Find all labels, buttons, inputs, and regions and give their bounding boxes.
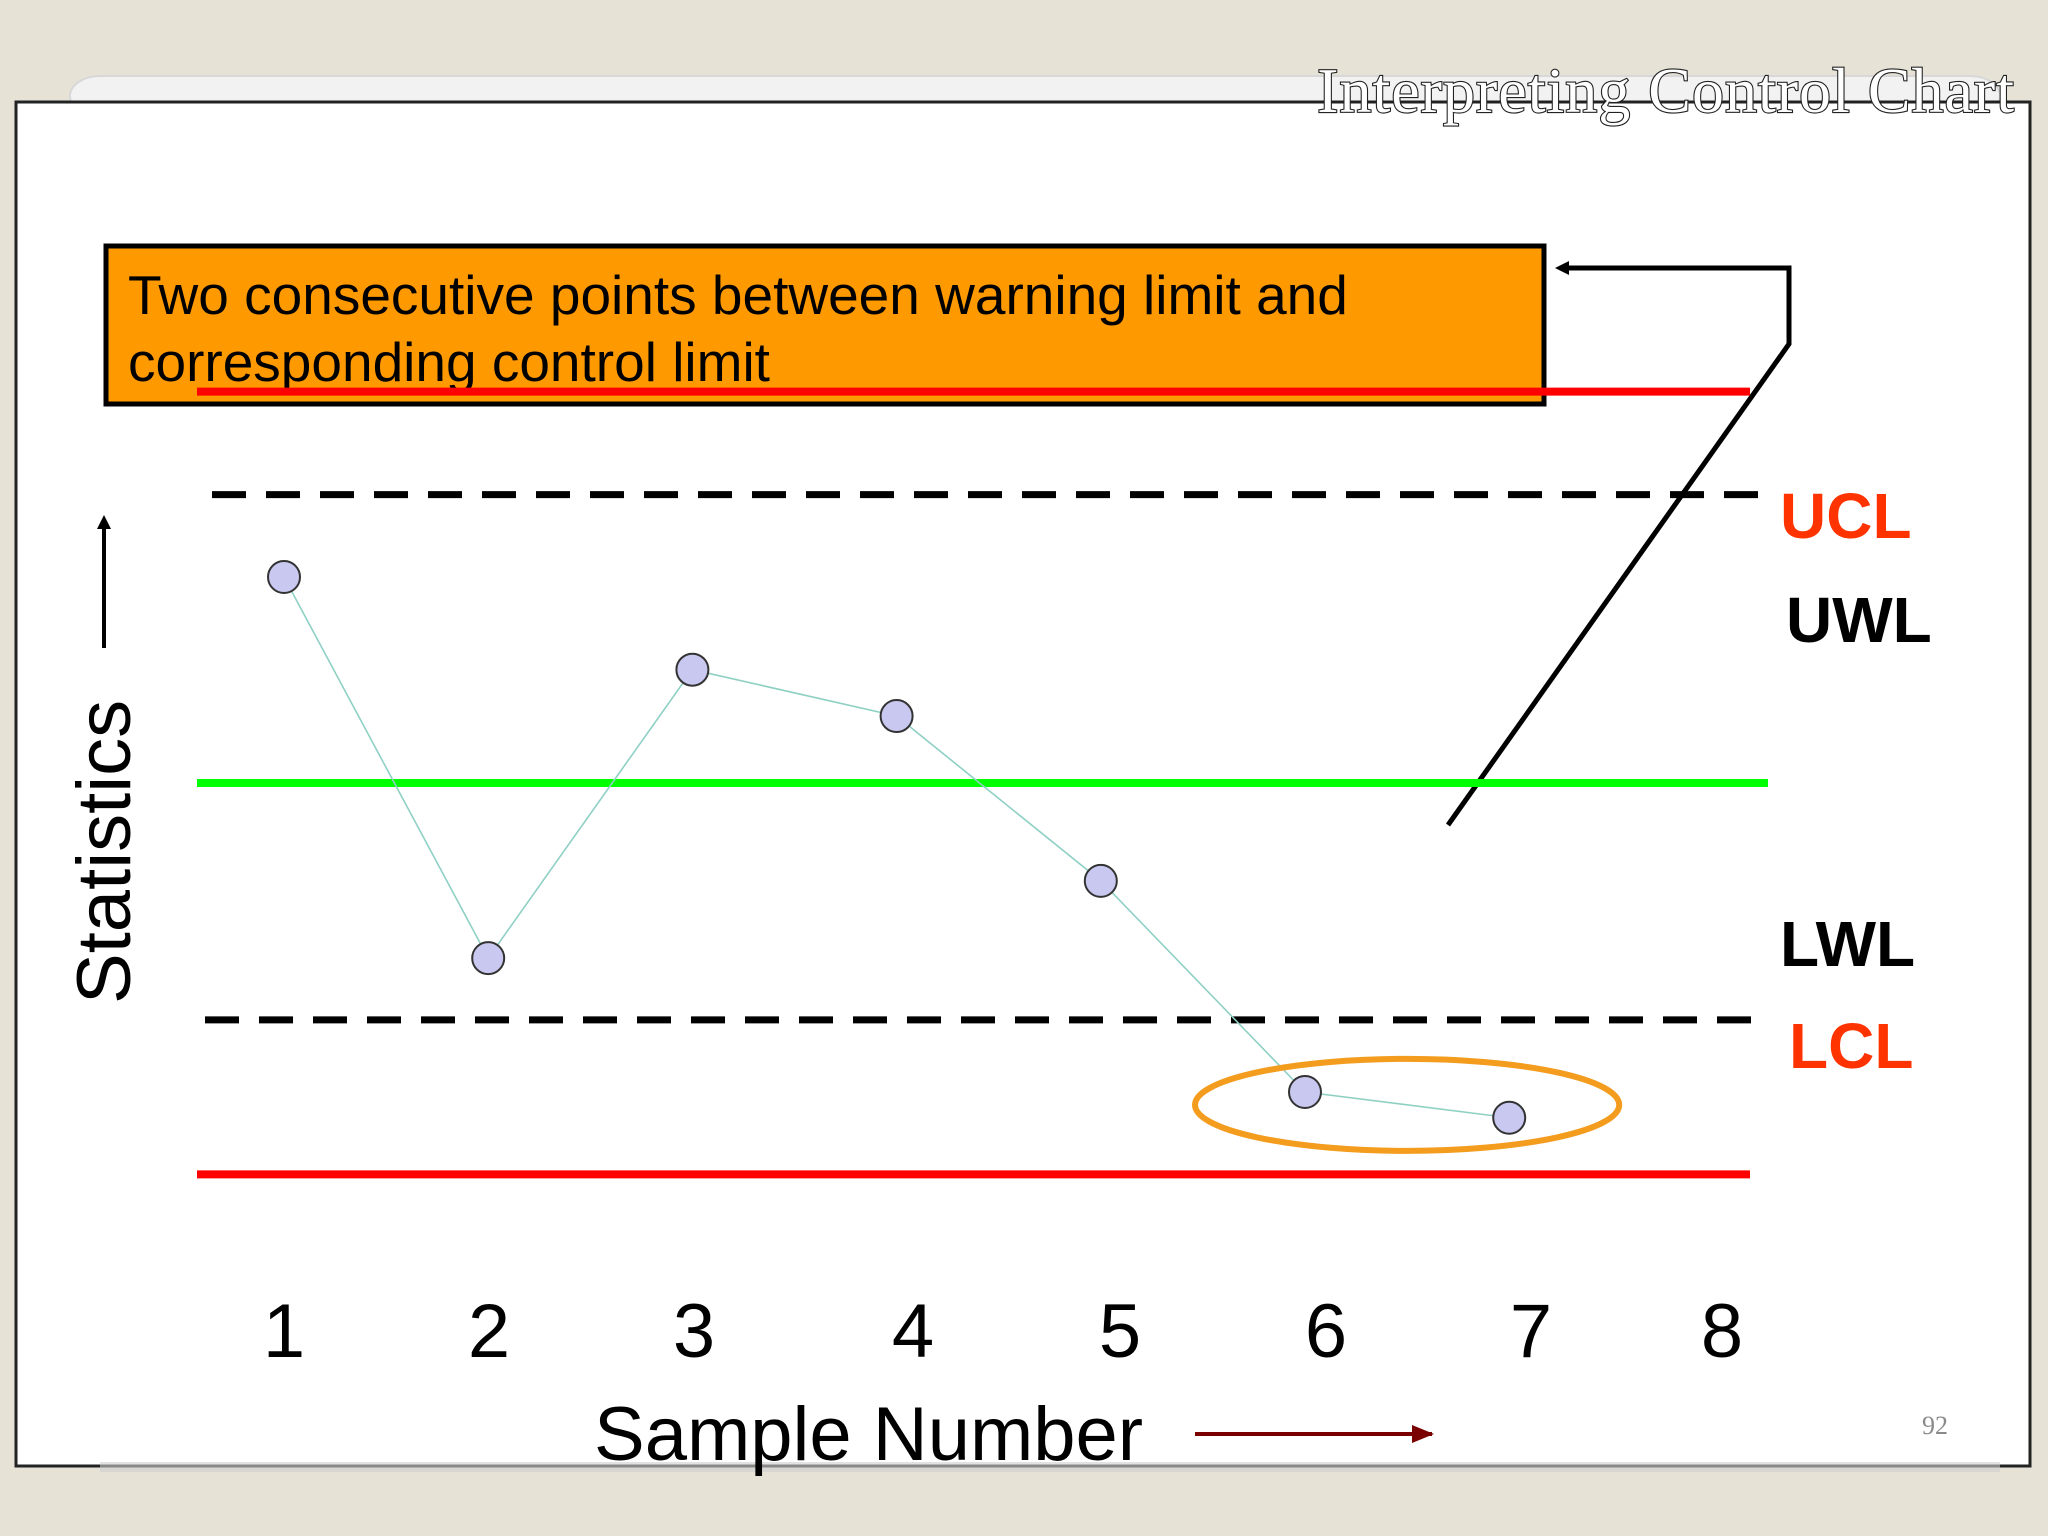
x-tick-label: 3 bbox=[673, 1289, 715, 1374]
callout-box: Two consecutive points between warning l… bbox=[103, 243, 1547, 407]
x-tick-labels: 1 2 3 4 5 6 7 8 bbox=[263, 1289, 1743, 1374]
x-axis-title: Sample Number bbox=[594, 1392, 1143, 1477]
data-series bbox=[267, 560, 1527, 1135]
limit-label-lwl: LWL bbox=[1780, 908, 1915, 980]
x-tick-label: 7 bbox=[1510, 1289, 1552, 1374]
highlight-ellipse bbox=[1192, 1055, 1623, 1154]
data-point-5 bbox=[1083, 863, 1118, 898]
x-tick-label: 8 bbox=[1701, 1289, 1743, 1374]
x-tick-label: 1 bbox=[263, 1289, 305, 1374]
callout-text-line1: Two consecutive points between warning l… bbox=[128, 264, 1348, 326]
page-number: 92 bbox=[1922, 1411, 1948, 1440]
control-limits: UCL UWL LWL LCL bbox=[197, 387, 1932, 1179]
y-axis-title: Statistics bbox=[62, 700, 147, 1004]
data-point-4 bbox=[879, 699, 914, 734]
data-point-7 bbox=[1492, 1100, 1527, 1135]
data-point-3 bbox=[675, 652, 710, 687]
limit-label-uwl: UWL bbox=[1786, 584, 1932, 656]
data-point-6 bbox=[1288, 1075, 1322, 1109]
data-point-2 bbox=[471, 941, 506, 976]
callout-text-line2: corresponding control limit bbox=[128, 331, 770, 393]
limit-label-lcl: LCL bbox=[1789, 1010, 1913, 1082]
x-tick-label: 5 bbox=[1099, 1289, 1141, 1374]
slide-title: Interpreting Control Chart bbox=[1317, 55, 2015, 126]
callout-pointer-arrow bbox=[1445, 261, 1792, 827]
x-tick-label: 6 bbox=[1305, 1289, 1347, 1374]
limit-label-ucl: UCL bbox=[1780, 480, 1912, 552]
x-tick-label: 2 bbox=[468, 1289, 510, 1374]
x-tick-label: 4 bbox=[892, 1289, 934, 1374]
data-point-1 bbox=[267, 560, 301, 594]
